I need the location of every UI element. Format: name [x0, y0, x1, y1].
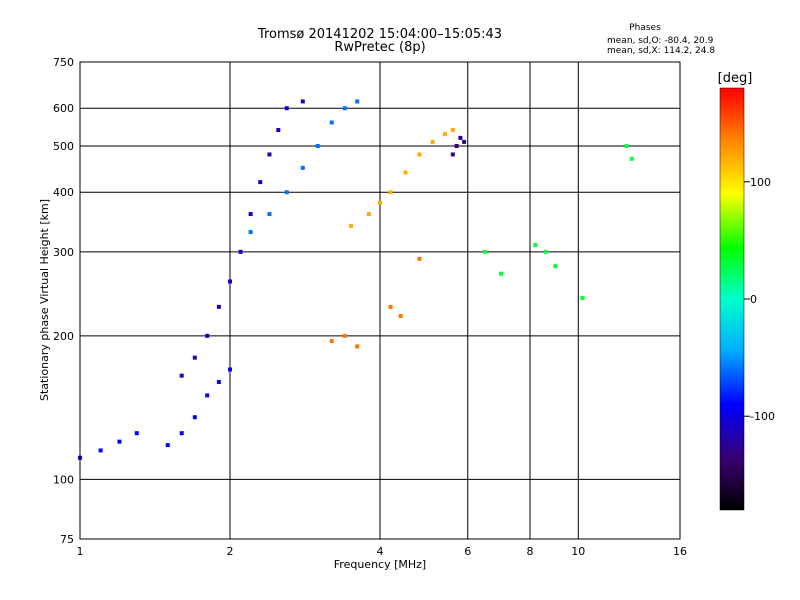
data-point	[624, 143, 629, 148]
data-point	[276, 128, 281, 133]
data-point	[430, 139, 435, 144]
y-tick-label: 750	[53, 56, 74, 69]
data-point	[349, 223, 354, 228]
y-tick-label: 500	[53, 140, 74, 153]
data-point	[329, 120, 334, 125]
y-tick-label: 600	[53, 102, 74, 115]
data-point	[553, 264, 558, 269]
stats-heading: Phases	[629, 23, 661, 33]
data-points	[78, 99, 634, 460]
x-tick-label: 10	[571, 545, 585, 558]
x-tick-label: 16	[673, 545, 687, 558]
colorbar-ticks: 100 0 -100	[744, 176, 775, 423]
y-axis-label: Stationary phase Virtual Height [km]	[38, 199, 51, 401]
data-point	[238, 249, 243, 254]
data-point	[355, 99, 360, 104]
grid-lines	[80, 62, 680, 539]
data-point	[267, 212, 272, 217]
data-point	[228, 279, 232, 284]
data-point	[134, 431, 139, 436]
y-tick-label: 300	[53, 246, 74, 259]
data-point	[580, 296, 585, 301]
data-point	[454, 143, 459, 148]
data-point	[388, 304, 393, 309]
data-point	[216, 380, 221, 385]
data-point	[205, 393, 210, 398]
data-point	[205, 333, 210, 338]
colorbar-tick-label: -100	[750, 410, 775, 423]
data-point	[629, 156, 634, 161]
data-point	[417, 256, 422, 261]
data-point	[417, 152, 422, 157]
data-point	[483, 249, 488, 254]
data-point	[216, 304, 221, 309]
data-point	[165, 443, 170, 448]
data-point	[192, 415, 197, 420]
x-axis-label: Frequency [MHz]	[334, 558, 426, 571]
data-point	[450, 152, 455, 157]
data-point	[543, 249, 548, 254]
y-tick-label: 400	[53, 186, 74, 199]
chart-title: Tromsø 20141202 15:04:00–15:05:43	[257, 27, 502, 42]
data-point	[284, 190, 289, 195]
colorbar-tick-label: 0	[750, 293, 757, 306]
data-point	[450, 128, 455, 133]
stats-x: mean, sd,X: 114.2, 24.8	[607, 46, 715, 56]
data-point	[179, 431, 184, 436]
y-tick-label: 75	[60, 533, 74, 546]
colorbar-tick-label: 100	[750, 176, 771, 189]
data-point	[378, 200, 382, 205]
y-axis-ticks: 75 100 200 300 400 500 600 750	[53, 56, 74, 546]
data-point	[98, 448, 103, 453]
data-point	[228, 367, 232, 372]
chart-subtitle: RwPretec (8p)	[334, 40, 425, 55]
data-point	[179, 373, 184, 378]
x-tick-label: 8	[527, 545, 534, 558]
data-point	[462, 139, 467, 144]
colorbar	[719, 87, 745, 511]
colorbar-label: [deg]	[718, 71, 753, 86]
data-point	[300, 99, 305, 104]
data-point	[403, 170, 408, 175]
data-point	[248, 212, 253, 217]
data-point	[366, 212, 371, 217]
data-point	[342, 106, 347, 111]
data-point	[355, 344, 360, 349]
x-tick-label: 1	[77, 545, 84, 558]
data-point	[329, 339, 334, 344]
data-point	[284, 106, 289, 111]
data-point	[117, 439, 122, 444]
x-tick-label: 4	[377, 545, 384, 558]
data-point	[533, 243, 538, 248]
x-axis-ticks: 1 2 4 6 8 10 16	[77, 545, 688, 558]
data-point	[267, 152, 272, 157]
data-point	[342, 333, 347, 338]
data-point	[258, 180, 263, 185]
data-point	[458, 135, 463, 140]
plot-frame	[79, 61, 681, 540]
data-point	[442, 131, 447, 136]
y-tick-label: 100	[53, 473, 74, 486]
data-point	[300, 165, 305, 170]
data-point	[499, 271, 504, 276]
y-tick-label: 200	[53, 330, 74, 343]
data-point	[388, 190, 393, 195]
data-point	[315, 143, 320, 148]
stats-o: mean, sd,O: -80.4, 20.9	[607, 36, 714, 46]
x-tick-label: 2	[227, 545, 234, 558]
data-point	[398, 314, 403, 319]
data-point	[248, 230, 253, 235]
x-tick-label: 6	[464, 545, 471, 558]
data-point	[192, 355, 197, 360]
